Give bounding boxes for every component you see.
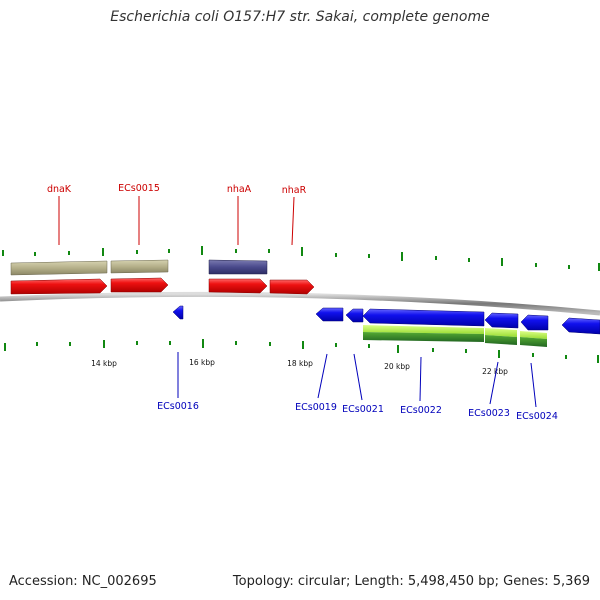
genome-backbone <box>0 291 600 316</box>
feature-green-ecs0024-top <box>520 331 547 339</box>
gene-ecs0015 <box>110 277 169 293</box>
feature-green-ecs0024-bottom <box>520 337 547 347</box>
feature-green-ecs0022-bottom <box>363 332 484 342</box>
feature-olive-ecs0015 <box>110 259 169 274</box>
accession-text: Accession: NC_002695 <box>9 574 157 589</box>
scale-label-14kbp: 14 kbp <box>91 359 117 368</box>
gene-ecs0019 <box>315 307 344 322</box>
forward-gene-track <box>10 277 315 295</box>
upper-tick-row <box>2 246 600 271</box>
scale-label-18kbp: 18 kbp <box>287 359 313 368</box>
gene-ecs0024 <box>520 314 549 331</box>
label-ecs0023: ECs0023 <box>468 408 510 419</box>
reverse-feature-track <box>363 325 547 347</box>
gene-nhar <box>269 279 315 295</box>
forward-feature-track <box>10 259 268 276</box>
feature-green-ecs0023-top <box>485 328 517 337</box>
feature-olive-dnak <box>10 260 108 276</box>
feature-green-ecs0023-bottom <box>485 335 517 345</box>
label-ecs0019: ECs0019 <box>295 402 337 413</box>
label-nhar: nhaR <box>282 185 307 196</box>
forward-leader-lines <box>58 196 295 246</box>
label-dnak: dnaK <box>47 184 72 195</box>
feature-green-ecs0022-top <box>363 325 484 334</box>
lower-tick-row <box>4 339 599 363</box>
scale-label-22kbp: 22 kbp <box>482 367 508 376</box>
gene-ecs0022 <box>362 308 485 327</box>
genome-summary-text: Topology: circular; Length: 5,498,450 bp… <box>232 574 590 589</box>
gene-ecs0016 <box>172 305 184 320</box>
scale-labels: 14 kbp 16 kbp 18 kbp 20 kbp 22 kbp <box>91 358 508 376</box>
label-ecs0022: ECs0022 <box>400 405 442 416</box>
gene-right-edge <box>561 317 600 335</box>
label-ecs0021: ECs0021 <box>342 404 384 415</box>
gene-ecs0021 <box>345 308 364 323</box>
reverse-gene-track <box>172 305 600 335</box>
gene-dnak <box>10 278 108 295</box>
scale-label-16kbp: 16 kbp <box>189 358 215 367</box>
forward-labels: dnaK ECs0015 nhaA nhaR <box>47 183 307 196</box>
scale-label-20kbp: 20 kbp <box>384 362 410 371</box>
label-ecs0016: ECs0016 <box>157 401 199 412</box>
label-ecs0024: ECs0024 <box>516 411 558 422</box>
reverse-labels: ECs0016 ECs0019 ECs0021 ECs0022 ECs0023 … <box>157 401 558 422</box>
reverse-leader-lines <box>177 352 537 408</box>
gene-nhaa <box>208 278 268 294</box>
label-ecs0015: ECs0015 <box>118 183 160 194</box>
label-nhaa: nhaA <box>227 184 252 195</box>
gene-ecs0023 <box>484 312 519 329</box>
map-title: Escherichia coli O157:H7 str. Sakai, com… <box>110 9 490 25</box>
feature-purple-nhaa <box>208 259 268 275</box>
